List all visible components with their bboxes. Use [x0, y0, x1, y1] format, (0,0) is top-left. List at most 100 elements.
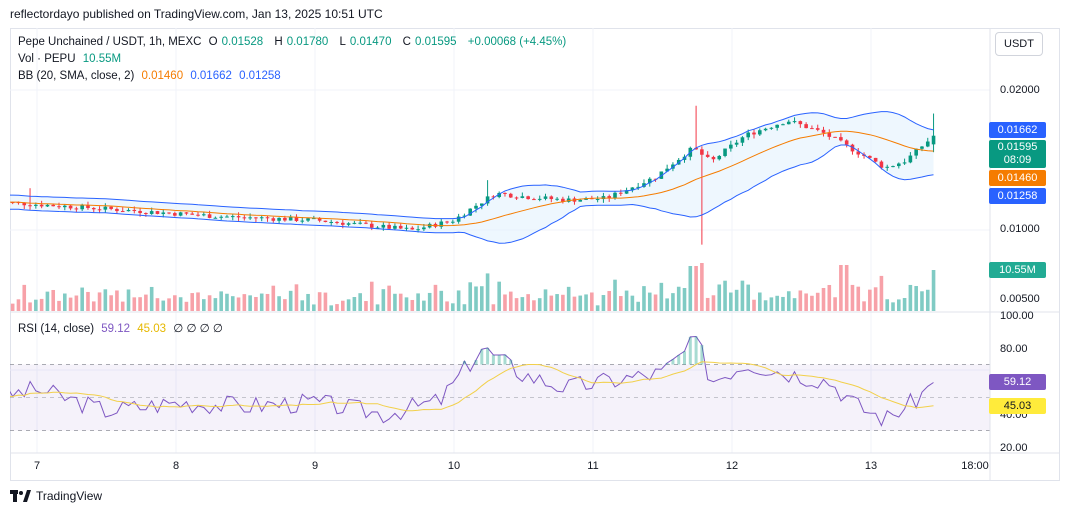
currency-button[interactable]: USDT — [995, 32, 1043, 56]
candle-body — [717, 155, 722, 160]
volume-bar — [520, 297, 525, 311]
candle-body — [63, 205, 67, 208]
volume-bar — [213, 298, 218, 311]
candle-body — [225, 216, 229, 218]
candle-body — [891, 166, 895, 168]
candle-body — [705, 154, 710, 157]
volume-bar — [497, 281, 501, 311]
volume-bar — [306, 293, 310, 311]
candle-body — [694, 147, 698, 150]
rsi-pane — [10, 335, 990, 431]
volume-bar — [364, 301, 368, 311]
volume-bar — [873, 287, 878, 311]
tradingview-logo[interactable]: TradingView — [10, 489, 102, 503]
candle-body — [28, 205, 32, 207]
volume-bar — [456, 290, 461, 311]
volume-bar — [422, 300, 426, 311]
candle-body — [833, 136, 837, 138]
candle-body — [804, 124, 808, 129]
bollinger-upper-line — [10, 111, 934, 220]
candle-body — [474, 205, 478, 209]
x-tick-label: 9 — [311, 460, 319, 472]
candle-body — [97, 209, 102, 211]
candle-body — [155, 211, 160, 214]
candle-body — [555, 198, 559, 200]
volume-bar — [642, 286, 646, 311]
volume-bar — [196, 292, 200, 311]
candle-body — [815, 128, 820, 130]
candle-body — [920, 146, 924, 149]
volume-bar — [914, 286, 918, 311]
candle-body — [184, 212, 189, 214]
open-value: 0.01528 — [221, 36, 264, 48]
volume-bar — [416, 293, 420, 311]
volume-bar — [341, 300, 345, 311]
volume-bar — [312, 304, 316, 311]
volume-bar — [584, 294, 588, 311]
x-tick-label: 11 — [587, 460, 599, 472]
volume-bar — [647, 292, 652, 311]
grid-lines — [10, 28, 990, 453]
candle-body — [508, 193, 513, 198]
bollinger-band-fill — [10, 111, 934, 244]
volume-bar — [711, 295, 716, 311]
candle-body — [242, 217, 247, 219]
x-tick-label: 18:00 — [961, 460, 989, 472]
volume-bar — [74, 295, 79, 311]
volume-bar — [300, 300, 305, 311]
candle-body — [103, 206, 108, 210]
candle-body — [369, 223, 374, 228]
volume-bar — [16, 299, 21, 311]
candle-body — [619, 192, 623, 194]
rsi-ma-tag: 45.03 — [989, 398, 1046, 414]
volume-bar — [682, 287, 687, 311]
volume-bar — [126, 289, 131, 311]
rsi-extra: ∅ ∅ ∅ ∅ — [173, 323, 223, 335]
volume-bar — [115, 290, 119, 311]
volume-bar — [925, 289, 930, 311]
chart-canvas[interactable] — [10, 28, 1060, 481]
volume-bar — [908, 284, 913, 311]
volume-bar — [879, 275, 884, 311]
candle-body — [51, 204, 56, 207]
candle-body — [80, 205, 84, 210]
candle-body — [543, 196, 548, 199]
candle-body — [734, 142, 739, 145]
volume-bar — [740, 280, 745, 311]
volume-bar — [259, 293, 264, 311]
candle-body — [422, 227, 426, 230]
volume-bar — [132, 297, 137, 311]
candle-body — [294, 216, 299, 222]
volume-bar — [63, 293, 67, 311]
volume-bar — [891, 302, 895, 311]
candle-body — [746, 132, 751, 138]
candle-body — [120, 211, 125, 213]
volume-bar — [346, 299, 351, 311]
volume-bar — [636, 301, 640, 311]
volume-bar — [149, 286, 154, 311]
volume-bar — [236, 297, 241, 311]
volume-bar — [34, 299, 38, 311]
candle-body — [925, 141, 930, 147]
candle-body — [323, 220, 328, 223]
candle-body — [873, 157, 878, 162]
volume-bar — [427, 292, 432, 311]
bb-lower-value: 0.01258 — [239, 70, 281, 82]
candle-body — [39, 204, 44, 207]
volume-bar — [601, 295, 606, 311]
volume-bar — [561, 294, 565, 311]
candle-body — [781, 124, 785, 126]
candle-body — [109, 206, 113, 209]
candle-body — [230, 216, 235, 218]
candle-body — [491, 196, 496, 198]
volume-bar — [445, 301, 449, 311]
candle-body — [810, 128, 814, 130]
volume-bar — [897, 299, 901, 311]
candle-body — [601, 196, 606, 200]
candle-body — [236, 216, 241, 218]
volume-bar — [624, 290, 629, 311]
volume-bar — [786, 291, 791, 311]
candle-body — [74, 208, 79, 210]
candle-body — [931, 135, 936, 145]
volume-bar — [700, 263, 704, 311]
